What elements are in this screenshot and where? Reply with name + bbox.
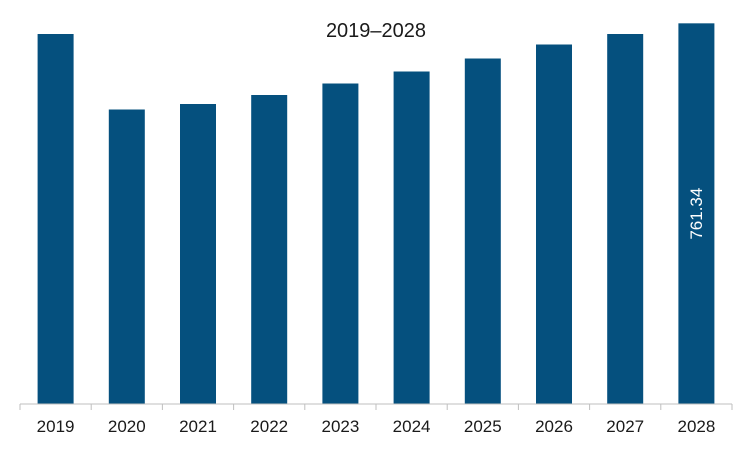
bars-group: [37, 23, 715, 405]
x-ticks-group: [19, 404, 733, 410]
data-label-2028: 761.34: [687, 188, 706, 240]
bar-2024: [393, 71, 430, 404]
x-tick-label-2020: 2020: [108, 417, 146, 436]
bar-2026: [536, 44, 572, 404]
x-tick-label-2022: 2022: [250, 417, 288, 436]
bar-2019: [37, 34, 74, 404]
x-tick-label-2021: 2021: [179, 417, 217, 436]
x-tick-label-2023: 2023: [321, 417, 359, 436]
bar-2022: [251, 95, 288, 404]
chart-title: 2019–2028: [326, 20, 426, 42]
bar-2028: [678, 23, 715, 405]
bar-2027: [607, 34, 644, 404]
x-tick-label-2028: 2028: [677, 417, 715, 436]
x-tick-label-2019: 2019: [37, 417, 75, 436]
bar-2020: [108, 109, 145, 404]
bar-2021: [180, 104, 216, 404]
x-tick-label-2024: 2024: [393, 417, 431, 436]
x-tick-label-2027: 2027: [606, 417, 644, 436]
bar-2025: [464, 58, 501, 404]
x-tick-labels-group: 2019 2020 2021 2022 2023 2024 2025 2026 2027 2028: [37, 417, 716, 436]
bar-2023: [322, 83, 359, 404]
data-labels-group: 761.34: [687, 188, 706, 240]
x-tick-label-2026: 2026: [535, 417, 573, 436]
x-tick-label-2025: 2025: [464, 417, 502, 436]
